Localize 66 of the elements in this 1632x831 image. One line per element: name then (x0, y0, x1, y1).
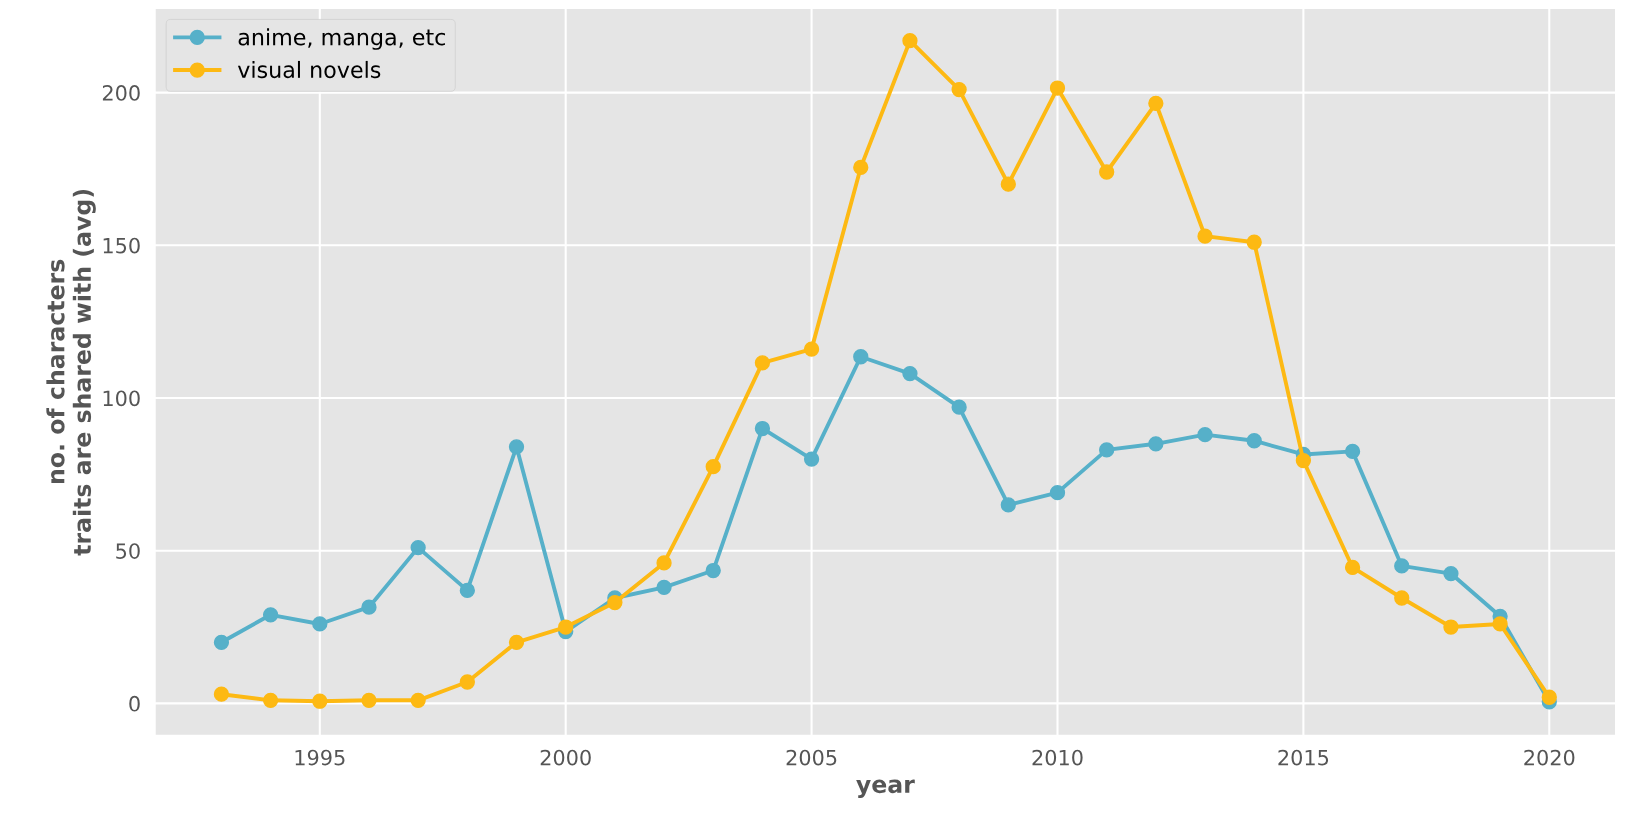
x-tick-label: 2020 (1524, 749, 1575, 766)
point (508, 439, 525, 455)
point (459, 582, 475, 599)
point (1000, 497, 1016, 513)
point (361, 599, 377, 615)
point (1000, 176, 1016, 192)
point (459, 674, 475, 690)
point (213, 686, 230, 702)
point (1492, 616, 1508, 632)
point (902, 33, 918, 49)
point (1099, 442, 1115, 458)
point (558, 619, 574, 635)
point (1394, 590, 1410, 606)
point (951, 81, 967, 98)
y-tick-label: 50 (116, 543, 140, 559)
point (361, 692, 377, 708)
point (1344, 443, 1361, 460)
y-tick-label: 100 (103, 390, 140, 407)
point (803, 451, 820, 467)
point (705, 459, 721, 475)
point (1443, 619, 1459, 635)
point (1344, 559, 1361, 576)
point (213, 634, 230, 650)
point (1246, 234, 1262, 250)
point (656, 579, 672, 595)
legend-label: anime, manga, etc (238, 28, 446, 50)
point (705, 562, 721, 579)
point (262, 607, 279, 623)
x-axis-title: year (856, 779, 915, 798)
y-tick-label: 150 (103, 237, 140, 254)
point (1443, 565, 1459, 582)
legend-label: visual novels (237, 60, 381, 79)
point (951, 399, 967, 415)
point (853, 349, 869, 365)
point (410, 692, 426, 708)
point (1099, 164, 1115, 180)
point (1541, 689, 1557, 705)
point (1246, 433, 1262, 449)
point (754, 355, 771, 371)
point (1394, 558, 1410, 574)
point (1148, 95, 1164, 111)
x-tick-label: 2000 (540, 749, 591, 766)
x-tick-label: 1995 (295, 749, 345, 766)
point (312, 616, 328, 632)
point (312, 693, 328, 709)
y-tick-label: 200 (102, 85, 140, 101)
point (853, 159, 869, 176)
point (656, 555, 672, 571)
point (1049, 80, 1066, 96)
point (508, 634, 525, 650)
point (1295, 452, 1312, 469)
point (803, 341, 820, 357)
point (1197, 228, 1213, 244)
y-axis-title: no. of characters traits are shared with (avg) (46, 189, 96, 556)
point (754, 420, 771, 437)
x-tick-label: 2005 (786, 749, 837, 766)
point (1197, 426, 1213, 443)
point (902, 365, 918, 382)
x-tick-label: 2010 (1032, 749, 1083, 766)
point (1049, 485, 1066, 501)
x-tick-label: 2015 (1278, 749, 1329, 766)
point (1148, 436, 1164, 452)
y-tick-label: 0 (129, 695, 140, 712)
point (410, 539, 426, 556)
point (607, 594, 623, 611)
point (262, 692, 279, 708)
